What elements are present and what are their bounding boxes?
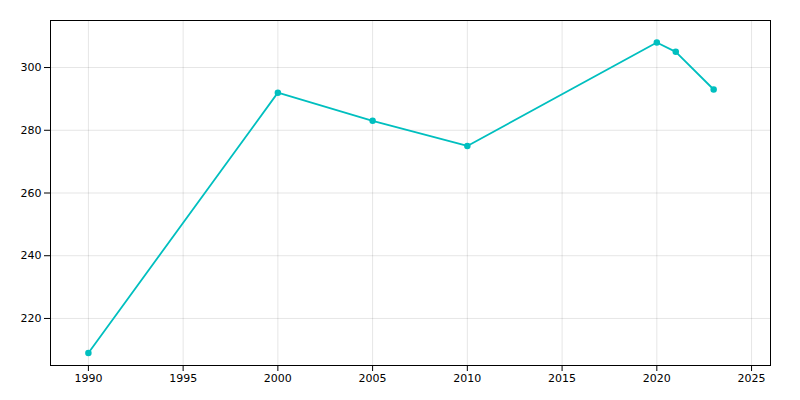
svg-text:280: 280 bbox=[21, 124, 42, 137]
svg-text:2020: 2020 bbox=[643, 372, 671, 385]
svg-text:240: 240 bbox=[21, 249, 42, 262]
svg-text:1990: 1990 bbox=[74, 372, 102, 385]
svg-text:2025: 2025 bbox=[738, 372, 766, 385]
svg-text:260: 260 bbox=[21, 187, 42, 200]
svg-text:2010: 2010 bbox=[453, 372, 481, 385]
svg-text:300: 300 bbox=[21, 61, 42, 74]
svg-text:2005: 2005 bbox=[359, 372, 387, 385]
svg-text:2015: 2015 bbox=[548, 372, 576, 385]
svg-text:2000: 2000 bbox=[264, 372, 292, 385]
svg-text:1995: 1995 bbox=[169, 372, 197, 385]
svg-text:220: 220 bbox=[21, 312, 42, 325]
